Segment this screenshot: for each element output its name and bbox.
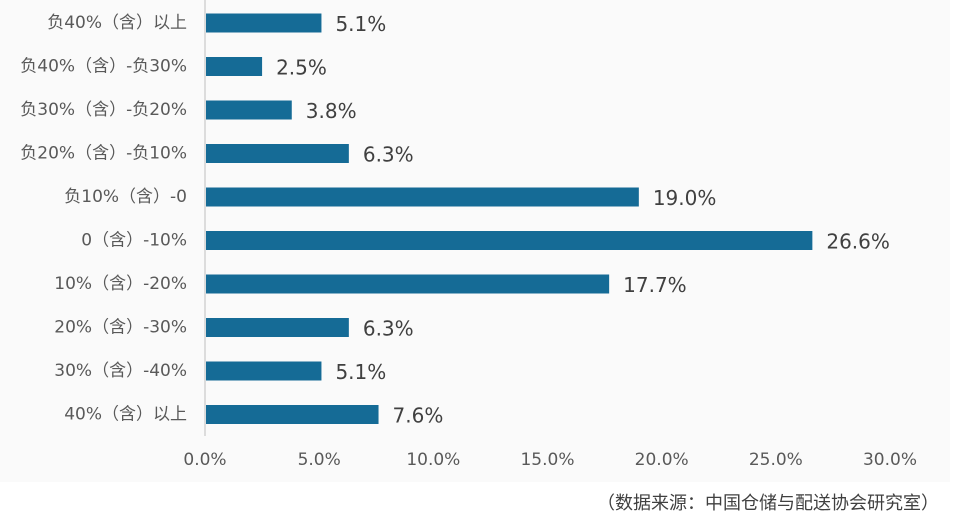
- bar: [206, 231, 813, 250]
- bar-chart: 负40%（含）以上 5.1% 负40%（含）-负30% 2.5% 负30%（含）-负20…: [20, 0, 917, 470]
- data-label: 2.5%: [276, 56, 327, 80]
- bar: [206, 361, 322, 381]
- category-label: 负40%（含）以上: [47, 13, 187, 33]
- data-label: 6.3%: [363, 317, 414, 341]
- data-label: 19.0%: [653, 186, 717, 210]
- category-label: 40%（含）以上: [64, 405, 187, 425]
- bar: [206, 57, 263, 76]
- bar: [206, 13, 322, 33]
- bar: [206, 100, 292, 120]
- x-tick-label: 25.0%: [749, 450, 803, 470]
- category-label: 0（含）-10%: [81, 231, 187, 251]
- source-note: （数据来源：中国仓储与配送协会研究室）: [597, 493, 939, 514]
- category-label: 10%（含）-20%: [54, 274, 187, 294]
- x-tick-label: 0.0%: [183, 450, 226, 470]
- x-tick-label: 30.0%: [863, 450, 917, 470]
- x-ticks-layer: 0.0% 5.0% 10.0% 15.0% 20.0% 25.0% 30.0%: [183, 450, 917, 470]
- bar: [206, 274, 610, 294]
- bar: [206, 187, 639, 207]
- bars-layer: [206, 13, 813, 424]
- bar: [206, 144, 349, 163]
- data-label: 5.1%: [335, 12, 386, 36]
- x-tick-label: 15.0%: [520, 450, 574, 470]
- x-tick-label: 20.0%: [635, 450, 689, 470]
- category-label: 30%（含）-40%: [54, 361, 187, 381]
- category-label: 20%（含）-30%: [54, 318, 187, 338]
- data-label: 3.8%: [306, 99, 357, 123]
- data-label: 6.3%: [363, 143, 414, 167]
- bar: [206, 318, 349, 337]
- data-label: 17.7%: [623, 273, 687, 297]
- data-label: 26.6%: [826, 230, 890, 254]
- category-label: 负30%（含）-负20%: [20, 100, 187, 120]
- x-tick-label: 10.0%: [406, 450, 460, 470]
- category-label: 负20%（含）-负10%: [20, 144, 187, 164]
- labels-layer: 负40%（含）以上 5.1% 负40%（含）-负30% 2.5% 负30%（含）-负20…: [20, 12, 890, 428]
- x-tick-label: 5.0%: [298, 450, 341, 470]
- category-label: 负40%（含）-负30%: [20, 57, 187, 77]
- category-label: 负10%（含）-0: [64, 187, 187, 207]
- bar: [206, 405, 379, 424]
- data-label: 7.6%: [393, 404, 444, 428]
- data-label: 5.1%: [335, 360, 386, 384]
